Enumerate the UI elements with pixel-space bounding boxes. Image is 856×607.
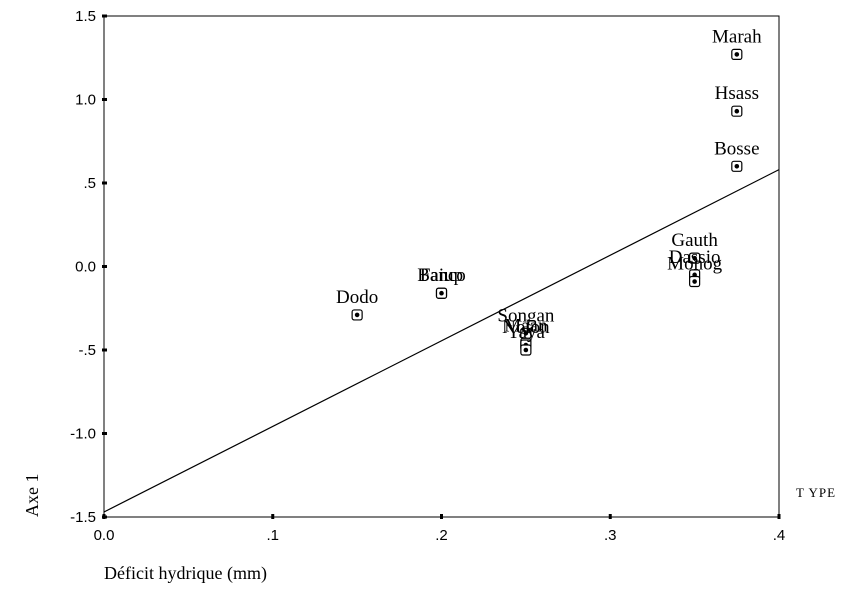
y-tick-label: 1.5: [75, 8, 96, 25]
x-tick-label: 0.0: [94, 527, 115, 544]
y-tick-label: -.5: [78, 342, 96, 359]
y-tick-label: .5: [83, 175, 96, 192]
y-tick-label: 0.0: [75, 259, 96, 276]
data-point-dot: [692, 279, 697, 284]
y-tick-label: -1.5: [70, 509, 96, 526]
x-tick-label: .4: [773, 527, 786, 544]
data-point-label: Gauth: [671, 230, 718, 251]
x-axis-ticks: 0.0 .1 .2 .3 .4: [94, 514, 786, 544]
data-point-label: Nolon: [502, 317, 550, 338]
data-point-dot: [354, 312, 360, 318]
data-point-label: Songan: [497, 305, 555, 326]
x-axis-title: Déficit hydrique (mm): [104, 563, 267, 584]
data-point-label: Yaya: [507, 322, 546, 343]
data-point-dot: [692, 255, 697, 261]
plot-area: [103, 15, 780, 518]
data-point-dot: [439, 290, 444, 296]
data-point-label: Faiup: [420, 265, 463, 286]
fit-line: [103, 169, 780, 513]
data-point-label: Bosse: [714, 138, 759, 159]
data-point-label: Maan: [504, 315, 548, 336]
data-point-dot: [734, 52, 740, 57]
data-point-dot: [523, 331, 529, 336]
x-tick-label: .1: [266, 527, 279, 544]
data-point-label: Dassio: [669, 247, 721, 268]
data-point-dot: [734, 108, 740, 114]
data-point-label: Marah: [712, 26, 762, 47]
x-tick-label: .2: [435, 527, 448, 544]
data-point-label: Dodo: [336, 287, 378, 308]
data-point-dot: [734, 164, 740, 169]
data-point-label: Banco: [417, 265, 466, 286]
y-tick-label: -1.0: [70, 426, 96, 443]
y-axis-title: Axe 1: [22, 474, 42, 518]
data-point-label: Monog: [667, 254, 722, 275]
x-tick-label: .3: [604, 527, 617, 544]
data-point-dot: [523, 347, 529, 353]
data-point-label: Hsass: [715, 83, 759, 104]
legend-title: T YPE: [796, 485, 836, 500]
y-tick-label: 1.0: [75, 92, 96, 109]
y-axis-ticks: 1.5 1.0 .5 0.0 -.5 -1.0 -1.5: [70, 8, 107, 526]
